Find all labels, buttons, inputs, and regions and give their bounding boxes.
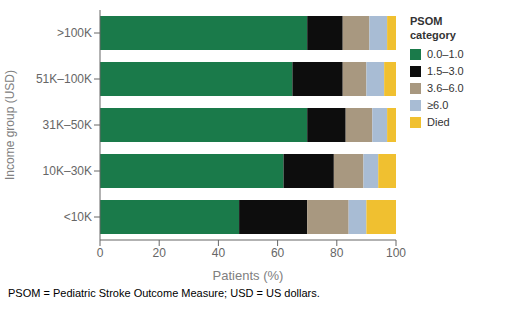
html-text:0.0–1.0: 0.0–1.0 [427,48,464,60]
svg-text:<10K: <10K [64,210,92,224]
svg-text:Patients (%): Patients (%) [213,268,284,283]
svg-text:0: 0 [97,246,104,260]
svg-text:>100K: >100K [57,26,92,40]
svg-text:20: 20 [153,246,167,260]
svg-text:40: 40 [212,246,226,260]
html-text:category: category [410,29,456,41]
svg-text:Income group (USD): Income group (USD) [8,70,17,180]
html-text:3.6–6.0: 3.6–6.0 [427,82,464,94]
html-text:PSOM: PSOM [410,15,443,27]
html-text:Died: Died [427,116,450,128]
svg-text:51K–100K: 51K–100K [36,72,92,86]
svg-text:80: 80 [330,246,344,260]
html-text:PSOM = Pediatric Stroke Outcom: PSOM = Pediatric Stroke Outcome Measure;… [8,287,320,299]
svg-text:100: 100 [386,246,406,260]
html-text:≥6.0: ≥6.0 [427,99,449,111]
svg-text:60: 60 [271,246,285,260]
svg-text:31K–50K: 31K–50K [43,118,92,132]
svg-text:10K–30K: 10K–30K [43,164,92,178]
html-text:1.5–3.0: 1.5–3.0 [427,65,464,77]
